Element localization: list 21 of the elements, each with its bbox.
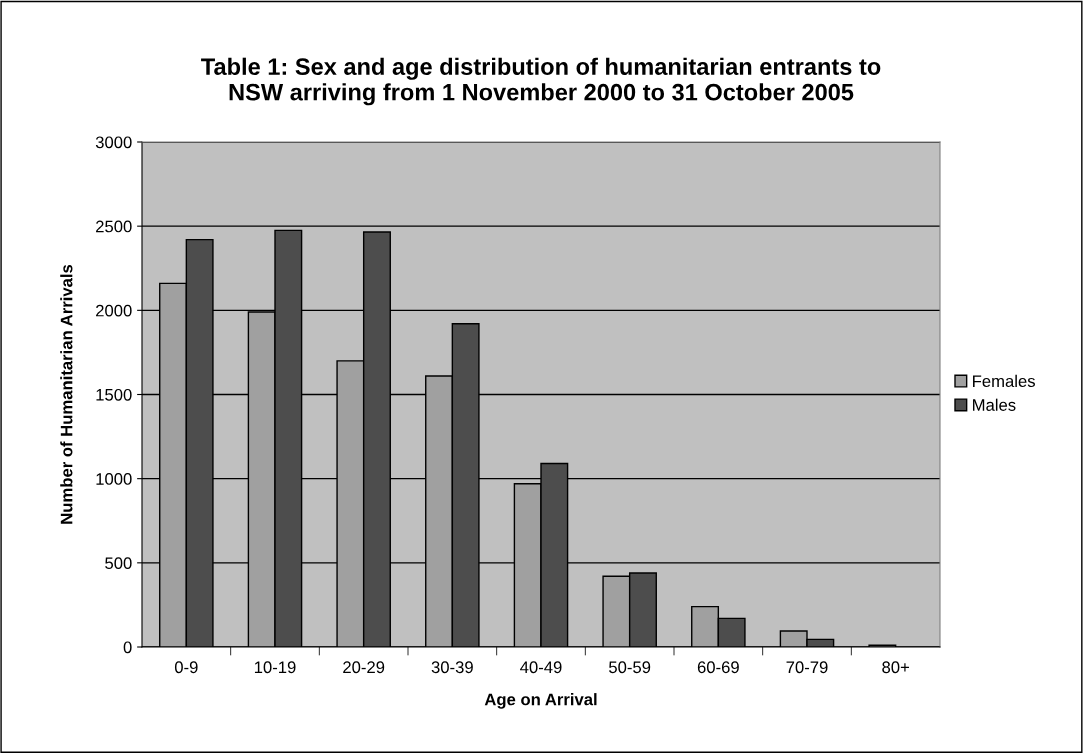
x-tick-label: 0-9 [174,661,198,674]
y-tick-label: 0 [123,641,132,654]
y-tick-label: 2000 [96,304,132,317]
y-tick-label: 1000 [96,473,132,485]
x-tick-label: 80+ [882,661,909,674]
x-tick-label: 10-19 [254,661,296,674]
legend-label: Males [973,398,1016,411]
y-axis-title: Number of Humanitarian Arrivals [60,264,73,524]
x-tick-label: 70-79 [786,661,828,674]
x-tick-label: 40-49 [520,661,562,674]
x-axis-title: Age on Arrival [484,693,597,709]
legend-label: Females [973,374,1035,388]
chart-title: Table 1: Sex and age distribution of humanitarian entrants to NSW arriving from 1 November 2000 to 31 October 2005 [201,57,881,106]
x-tick-label: 30-39 [431,661,473,674]
x-tick-label: 60-69 [697,661,739,674]
y-tick-label: 500 [105,557,132,570]
x-tick-label: 50-59 [609,661,651,674]
y-tick-label: 3000 [95,136,132,149]
x-tick-label: 20-29 [343,661,385,674]
y-tick-label: 2500 [96,220,132,233]
y-tick-label: 1500 [96,388,132,401]
